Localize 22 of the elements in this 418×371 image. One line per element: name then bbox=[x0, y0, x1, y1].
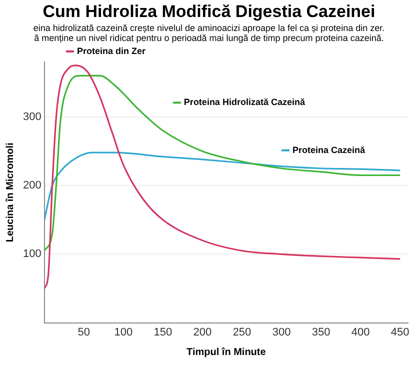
line-series bbox=[44, 74, 401, 252]
y-tick-label: 300 bbox=[22, 110, 42, 123]
chart-title: Cum Hidroliza Modifică Digestia Cazeinei bbox=[42, 2, 376, 22]
legend-label: Proteina din Zer bbox=[76, 46, 146, 56]
x-tick-label: 450 bbox=[390, 326, 410, 338]
y-tick-label: 100 bbox=[22, 248, 42, 260]
x-tick-label: 400 bbox=[351, 326, 370, 338]
legend-label: Proteina Cazeină bbox=[292, 144, 366, 155]
x-tick-label: 50 bbox=[78, 326, 90, 338]
line-series bbox=[44, 152, 401, 221]
chart-subtitle: eina hidrolizată cazeină crește nivelul de aminoacizi aproape la fel ca și proteina din zer. ă menține un nivel ridicat pentru o perioadă mai lungă de timp precum proteina cazeină. bbox=[32, 23, 386, 43]
legend-label: Proteina Hidrolizată Cazeină bbox=[184, 97, 306, 108]
x-tick-label: 200 bbox=[193, 326, 212, 338]
x-tick-label: 300 bbox=[272, 326, 291, 338]
x-tick-label: 250 bbox=[232, 326, 252, 338]
line-series bbox=[44, 64, 401, 290]
x-tick-label: 350 bbox=[312, 326, 330, 338]
y-axis-title: Leucina în Micromoli bbox=[4, 142, 16, 242]
x-tick-label: 150 bbox=[154, 326, 172, 338]
y-tick-label: 200 bbox=[22, 180, 42, 192]
x-axis-title: Timpul în Minute bbox=[186, 346, 266, 358]
x-tick-label: 100 bbox=[114, 326, 133, 338]
